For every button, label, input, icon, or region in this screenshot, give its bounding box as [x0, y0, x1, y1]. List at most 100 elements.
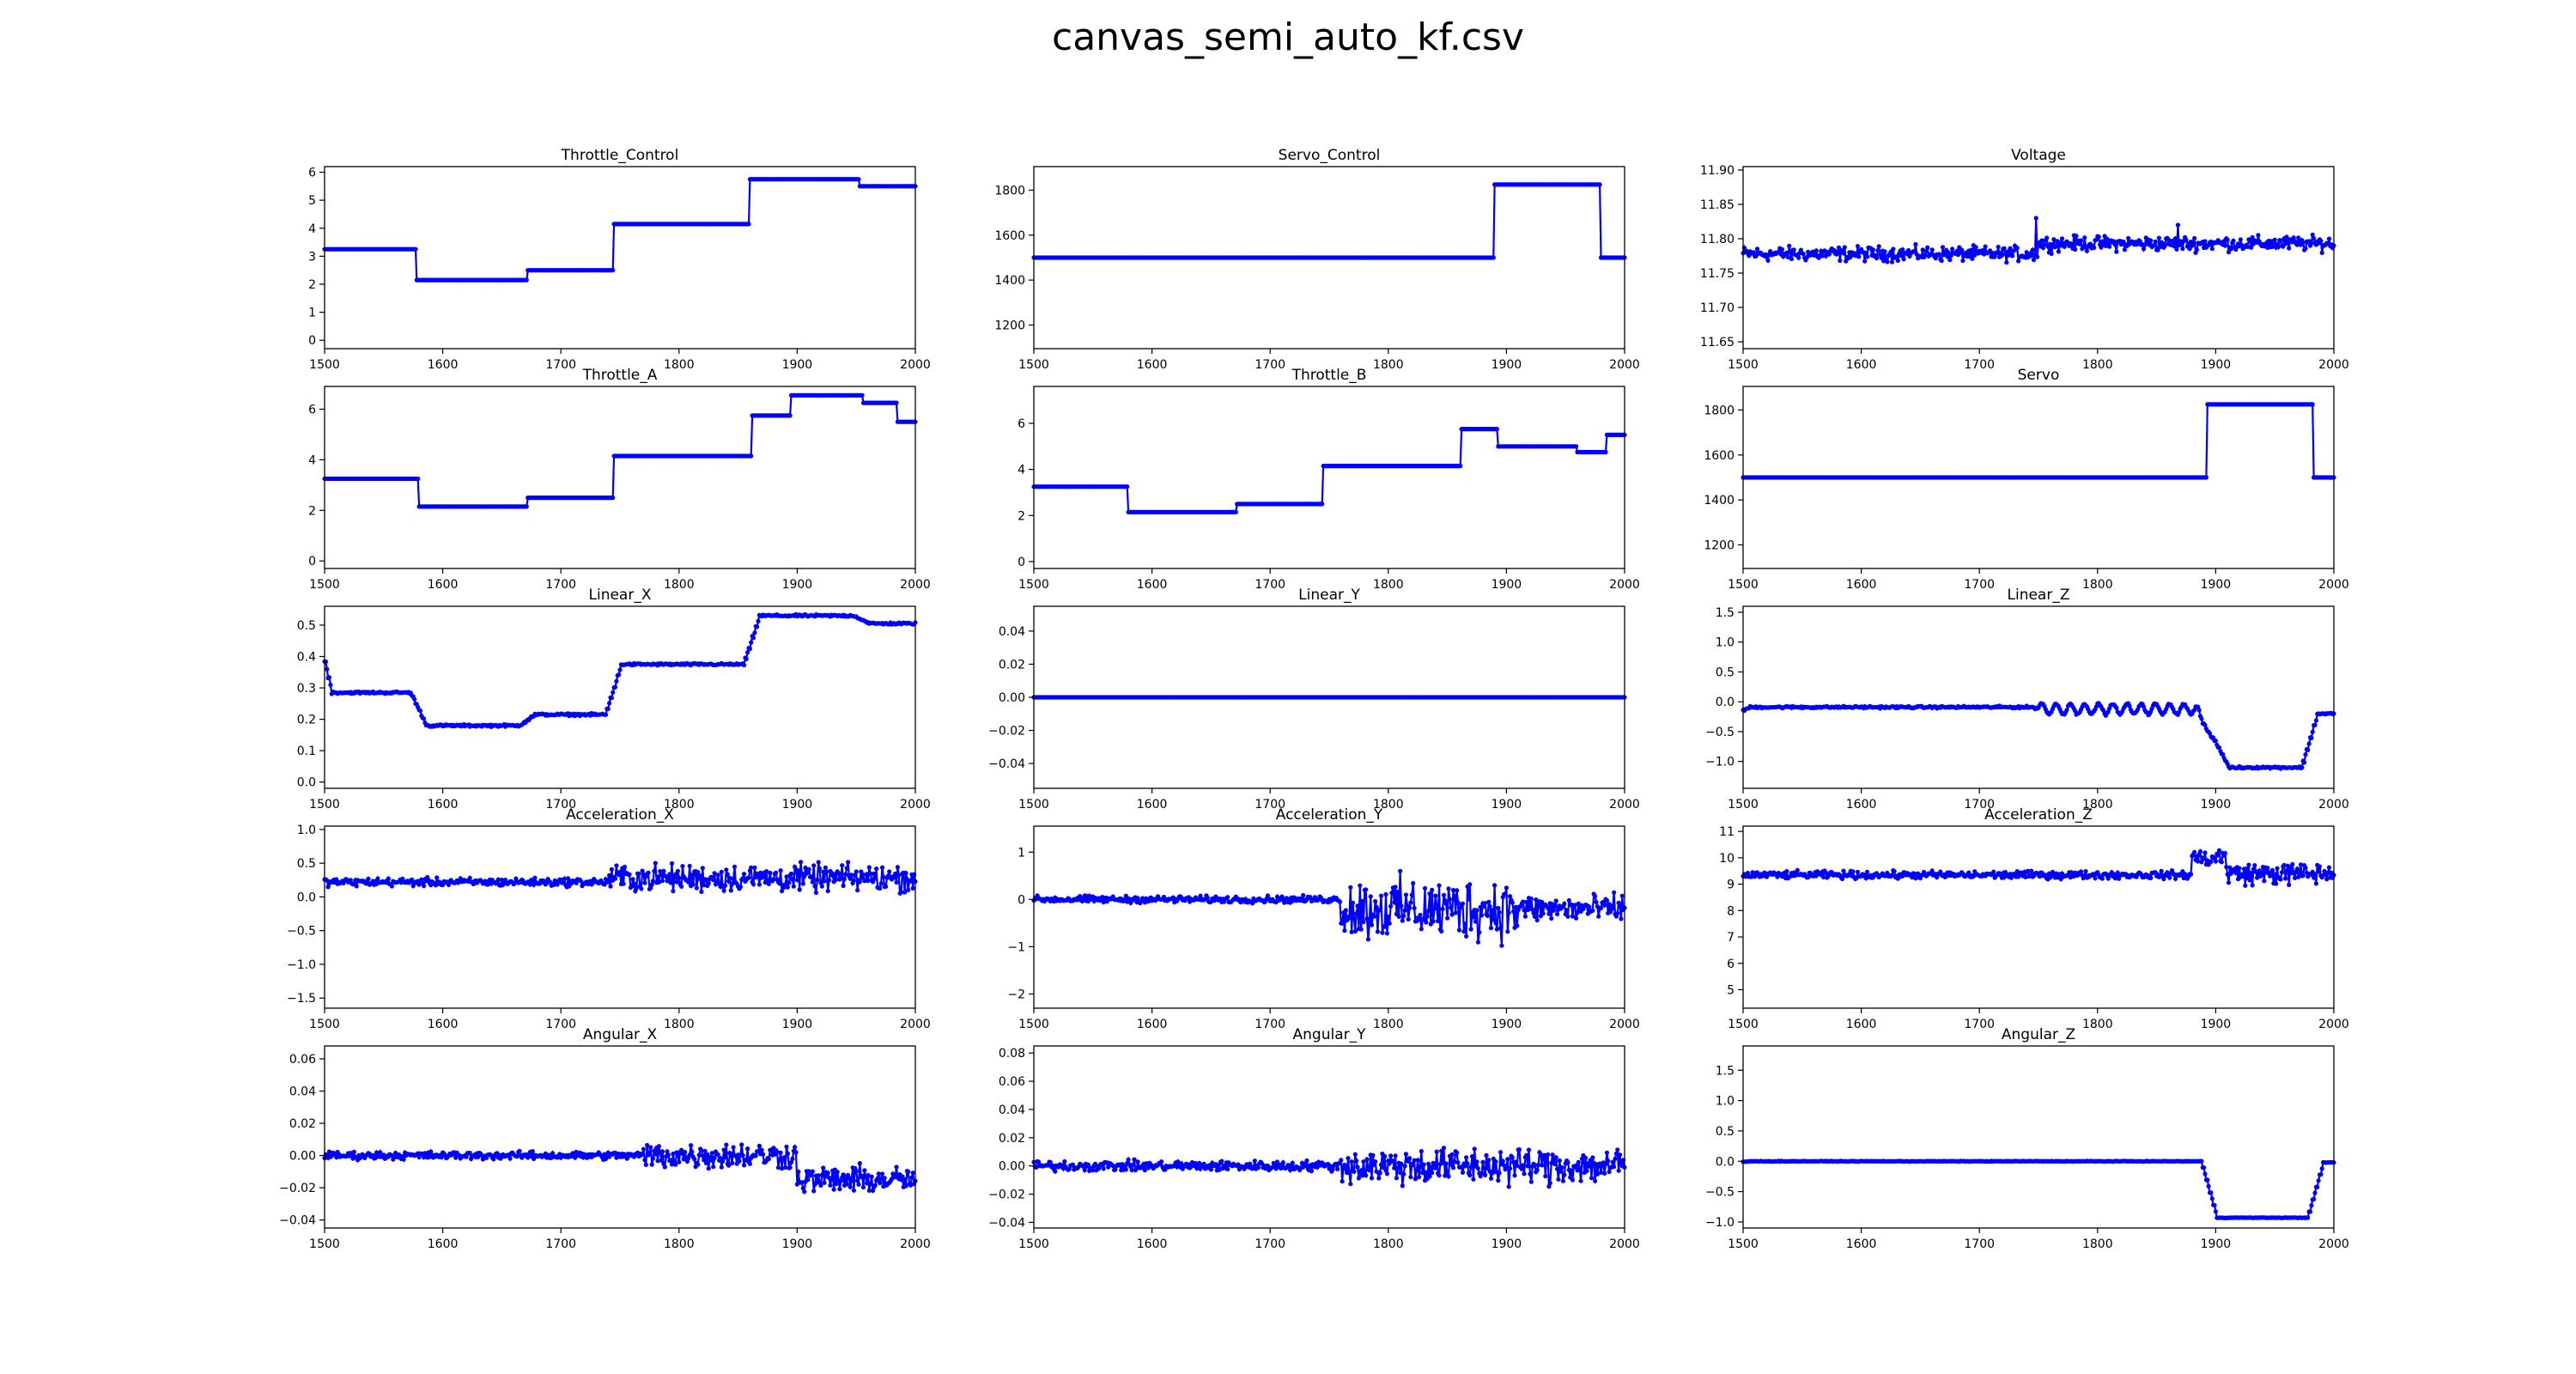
- data-point: [749, 640, 754, 645]
- x-tick-label: 1500: [309, 358, 340, 372]
- x-tick-label: 1500: [1728, 798, 1759, 812]
- x-tick-label: 1900: [1492, 798, 1522, 812]
- x-tick-label: 1500: [309, 578, 340, 592]
- data-point: [1876, 244, 1881, 249]
- series-markers: [322, 392, 918, 509]
- x-tick-label: 2000: [900, 358, 931, 372]
- subplot-title: Throttle_B: [1291, 367, 1367, 384]
- data-point: [2319, 250, 2324, 255]
- data-point: [1754, 246, 1760, 252]
- data-point: [747, 646, 753, 652]
- x-tick-label: 2000: [1609, 798, 1640, 812]
- data-point: [1913, 241, 1918, 247]
- data-point: [386, 876, 391, 881]
- data-point: [2114, 705, 2119, 711]
- data-point: [2190, 243, 2195, 248]
- series-markers: [322, 611, 918, 730]
- series-line: [1743, 403, 2334, 479]
- y-tick-label: 4: [308, 222, 316, 236]
- data-point: [2078, 238, 2084, 243]
- data-point: [2114, 249, 2119, 254]
- data-point: [756, 618, 761, 624]
- data-point: [1814, 248, 1819, 253]
- data-point: [434, 875, 440, 880]
- data-point: [2199, 716, 2204, 721]
- subplot-title: Servo_Control: [1279, 147, 1381, 164]
- data-point: [749, 453, 754, 459]
- data-point: [2302, 760, 2307, 765]
- data-point: [2303, 246, 2308, 251]
- x-tick-label: 1800: [1373, 578, 1404, 592]
- data-point: [328, 682, 333, 688]
- data-point: [611, 495, 616, 501]
- x-tick-label: 2000: [2318, 798, 2349, 812]
- data-point: [2153, 239, 2158, 244]
- data-point: [2196, 708, 2202, 713]
- data-point: [2312, 236, 2317, 241]
- y-tick-label: 1400: [1704, 494, 1735, 508]
- data-point: [750, 635, 756, 641]
- data-point: [2209, 246, 2215, 252]
- y-tick-label: 0: [308, 555, 316, 568]
- series-line: [1742, 702, 2335, 770]
- data-point: [354, 884, 359, 889]
- series-line: [1034, 183, 1625, 259]
- data-point: [2203, 475, 2208, 480]
- y-tick-label: 0: [1018, 556, 1025, 569]
- data-point: [1925, 245, 1930, 250]
- data-point: [1900, 247, 1905, 252]
- data-point: [1973, 245, 1978, 250]
- data-point: [1597, 182, 1602, 187]
- data-point: [1983, 244, 1988, 249]
- y-tick-label: 1.0: [1716, 636, 1735, 650]
- y-tick-label: −0.02: [988, 725, 1025, 739]
- data-point: [467, 875, 472, 880]
- x-tick-label: 1500: [1018, 798, 1049, 812]
- data-point: [1791, 247, 1796, 252]
- y-tick-label: 4: [308, 453, 316, 467]
- data-point: [1875, 247, 1880, 253]
- x-tick-label: 1900: [2201, 798, 2232, 812]
- data-point: [2084, 248, 2089, 253]
- data-point: [755, 624, 760, 629]
- data-point: [2202, 239, 2208, 244]
- data-point: [416, 476, 421, 482]
- x-tick-label: 1600: [428, 358, 459, 372]
- data-point: [2309, 735, 2314, 741]
- subplot-title: Linear_Z: [2008, 587, 2070, 604]
- data-point: [1870, 247, 1875, 252]
- data-point: [614, 678, 619, 684]
- data-point: [375, 876, 380, 881]
- data-point: [2194, 247, 2199, 252]
- x-tick-label: 1700: [545, 358, 576, 372]
- x-tick-label: 1600: [1137, 358, 1168, 372]
- x-tick-label: 1900: [782, 578, 813, 592]
- data-point: [1874, 255, 1880, 261]
- x-tick-label: 1900: [2201, 358, 2232, 372]
- data-point: [2184, 237, 2189, 242]
- data-point: [326, 675, 332, 680]
- data-point: [1947, 258, 1953, 263]
- y-tick-label: 0: [308, 334, 316, 348]
- x-tick-label: 1500: [1018, 578, 1049, 592]
- data-point: [2225, 237, 2230, 242]
- x-tick-label: 1700: [1964, 358, 1995, 372]
- x-tick-label: 1600: [1846, 798, 1877, 812]
- data-point: [2192, 235, 2197, 241]
- data-point: [2156, 235, 2161, 240]
- x-tick-label: 1500: [1018, 358, 1049, 372]
- data-point: [412, 696, 417, 702]
- data-point: [741, 662, 747, 668]
- x-tick-label: 1600: [428, 578, 459, 592]
- data-point: [1125, 484, 1130, 489]
- x-tick-label: 1700: [1964, 578, 1995, 592]
- data-point: [2231, 238, 2236, 243]
- x-tick-label: 2000: [2318, 578, 2349, 592]
- subplot-title: Throttle_A: [582, 367, 658, 384]
- data-point: [1787, 243, 1792, 248]
